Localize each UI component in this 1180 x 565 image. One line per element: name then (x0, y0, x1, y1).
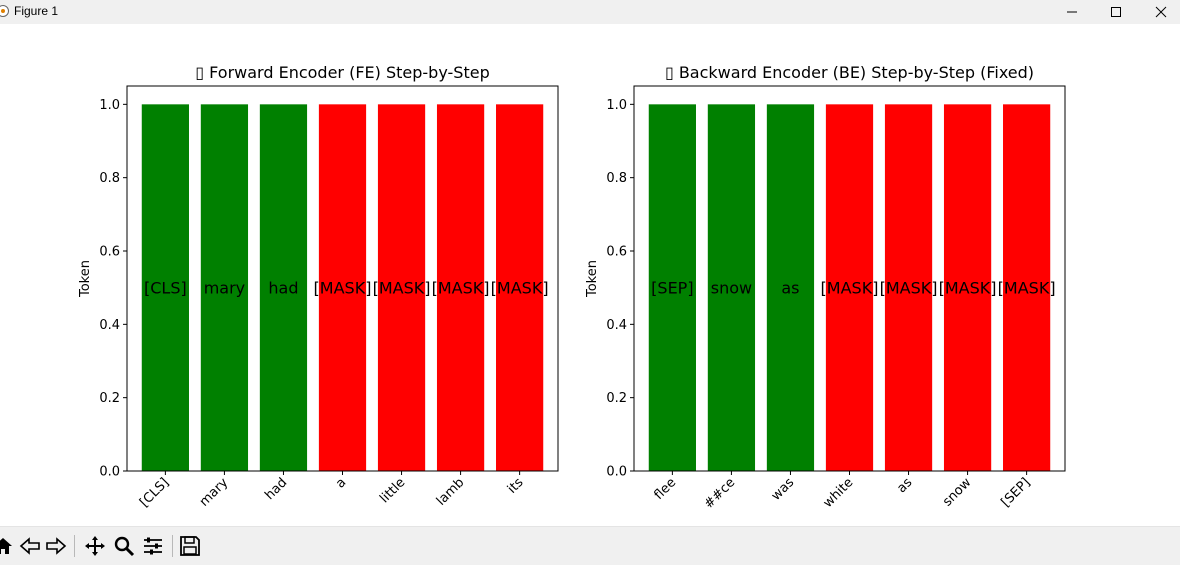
bar-4 (377, 104, 426, 471)
home-icon (0, 538, 12, 554)
maximize-button[interactable] (1093, 0, 1139, 24)
bar-label: [MASK] (314, 279, 372, 298)
zoom-button[interactable] (111, 533, 137, 559)
minimize-button[interactable] (1049, 0, 1095, 24)
bar-4 (884, 104, 933, 471)
x-tick-label: snow (940, 475, 975, 510)
chart-title: ▯ Backward Encoder (BE) Step-by-Step (Fi… (665, 63, 1034, 82)
forward-arrow-icon (46, 537, 67, 555)
close-button[interactable] (1138, 0, 1180, 24)
forward-button[interactable] (43, 533, 69, 559)
bar-label: [CLS] (144, 279, 187, 298)
bar-2 (259, 104, 308, 471)
x-tick-label: white (821, 475, 857, 511)
bar-label: [MASK] (821, 279, 879, 298)
window-title: Figure 1 (14, 4, 59, 18)
bar-5 (943, 104, 992, 471)
y-axis-label: Token (78, 260, 93, 298)
bar-0 (141, 104, 189, 471)
figure-app-icon (0, 5, 9, 17)
bar-1 (200, 104, 249, 471)
charts-svg: [CLS] mary had [MASK] [MASK] [MASK] [MASK]0.00… (78, 63, 1066, 540)
bar-5 (436, 104, 485, 471)
bar-label: [MASK] (880, 279, 938, 298)
y-tick-label: 0.6 (606, 245, 627, 260)
bar-label: [MASK] (373, 279, 431, 298)
save-icon (180, 536, 200, 556)
bar-label: [MASK] (491, 279, 549, 298)
zoom-icon (114, 536, 135, 557)
navigation-toolbar (0, 526, 1180, 565)
x-tick-label: mary (197, 475, 232, 510)
pan-button[interactable] (82, 533, 108, 559)
minimize-icon (1067, 11, 1077, 13)
x-tick-label: lamb (434, 475, 468, 509)
configure-subplots-button[interactable] (140, 533, 166, 559)
home-button[interactable] (0, 533, 16, 559)
bar-3 (318, 104, 367, 471)
y-tick-label: 0.0 (606, 465, 627, 480)
save-button[interactable] (177, 533, 203, 559)
y-axis-label: Token (585, 260, 600, 298)
x-tick-label: [CLS] (137, 475, 172, 510)
bar-label: [MASK] (432, 279, 490, 298)
x-tick-label: ##ce (702, 475, 739, 512)
toolbar-separator (172, 535, 173, 557)
bar-label: had (268, 279, 298, 298)
bar-0 (648, 104, 696, 471)
x-tick-label: had (262, 475, 290, 503)
bar-6 (1003, 104, 1051, 471)
x-tick-label: [SEP] (998, 475, 1033, 510)
bar-3 (825, 104, 874, 471)
y-tick-label: 1.0 (99, 98, 120, 113)
y-tick-label: 0.2 (99, 391, 120, 406)
y-tick-label: 0.8 (99, 171, 120, 186)
bar-1 (707, 104, 756, 471)
x-tick-label: flee (651, 475, 679, 503)
bar-2 (766, 104, 815, 471)
x-tick-label: was (769, 475, 798, 504)
bar-6 (496, 104, 544, 471)
window-titlebar: Figure 1 (0, 0, 1180, 24)
back-arrow-icon (19, 537, 40, 555)
back-button[interactable] (17, 533, 43, 559)
y-tick-label: 0.8 (606, 171, 627, 186)
chart-title: ▯ Forward Encoder (FE) Step-by-Step (195, 63, 489, 82)
bar-label: [MASK] (998, 279, 1056, 298)
configure-subplots-icon (144, 537, 162, 555)
y-tick-label: 0.4 (99, 318, 120, 333)
x-tick-label: little (377, 475, 408, 506)
bar-label: [SEP] (651, 279, 693, 298)
figure-canvas[interactable]: [CLS] mary had [MASK] [MASK] [MASK] [MASK] 0.0 0… (0, 24, 1180, 540)
pan-icon (85, 536, 105, 556)
close-icon (1155, 6, 1167, 18)
y-tick-label: 0.4 (606, 318, 627, 333)
x-tick-label: a (333, 475, 349, 491)
bar-label: mary (204, 279, 245, 298)
bar-label: [MASK] (939, 279, 997, 298)
y-tick-label: 0.6 (99, 245, 120, 260)
x-tick-label: its (505, 475, 527, 497)
y-tick-label: 0.0 (99, 465, 120, 480)
toolbar-separator (74, 535, 75, 557)
maximize-icon (1111, 7, 1121, 17)
y-tick-label: 1.0 (606, 98, 627, 113)
x-tick-label: as (894, 475, 915, 496)
bar-label: as (781, 279, 799, 298)
bar-label: snow (711, 279, 752, 298)
y-tick-label: 0.2 (606, 391, 627, 406)
